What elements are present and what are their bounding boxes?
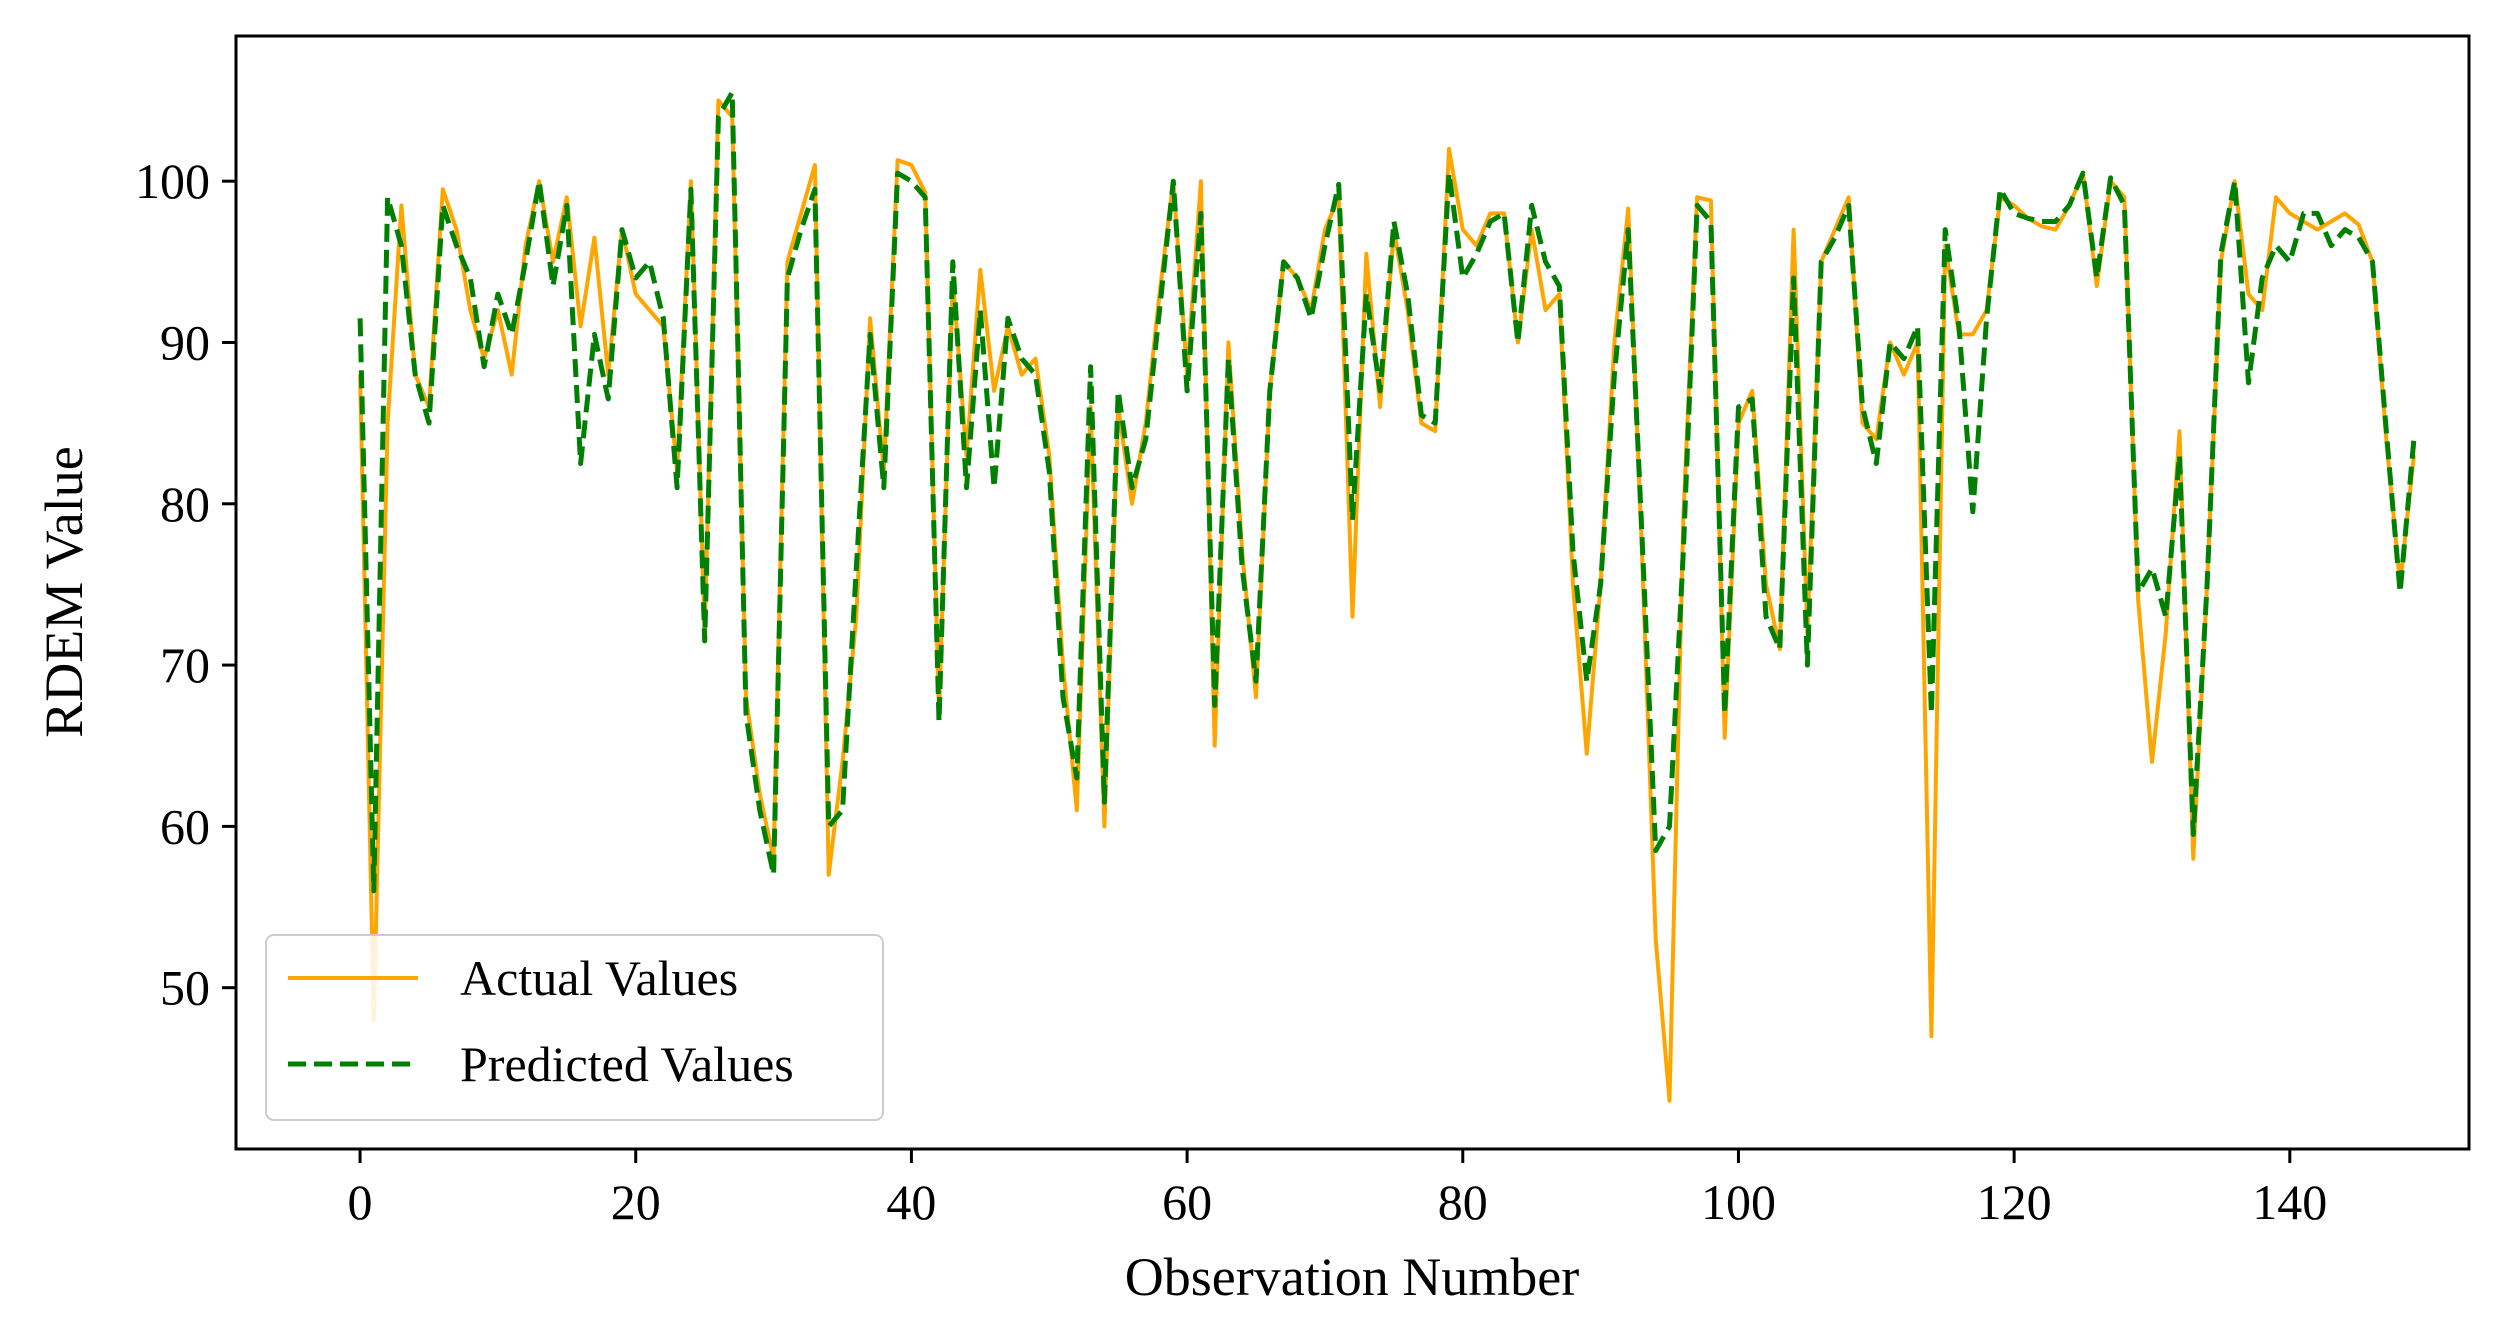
- y-tick-label: 50: [160, 960, 210, 1016]
- y-tick-label: 70: [160, 637, 210, 693]
- x-tick-label: 140: [2252, 1174, 2327, 1230]
- series-layer: [357, 90, 2417, 1103]
- x-tick-label: 0: [348, 1174, 373, 1230]
- legend-label-actual-values: Actual Values: [460, 950, 738, 1006]
- y-tick-label: 80: [160, 476, 210, 532]
- legend-label-predicted-values: Predicted Values: [460, 1036, 794, 1092]
- y-tick-label: 60: [160, 798, 210, 854]
- y-tick-label: 90: [160, 314, 210, 370]
- x-tick-label: 120: [1977, 1174, 2052, 1230]
- legend-box: [265, 934, 884, 1121]
- x-tick-label: 100: [1701, 1174, 1776, 1230]
- plot-frame: [234, 34, 2471, 1151]
- x-tick-label: 80: [1438, 1174, 1488, 1230]
- x-tick-label: 40: [886, 1174, 936, 1230]
- legend: Actual Values Predicted Values: [265, 934, 884, 1121]
- series-line-predicted-values: [357, 90, 2417, 894]
- y-tick-label: 100: [135, 153, 210, 209]
- x-tick-label: 60: [1162, 1174, 1212, 1230]
- x-tick-label: 20: [611, 1174, 661, 1230]
- y-axis-label: RDEM Value: [34, 446, 94, 738]
- x-axis-label: Observation Number: [1125, 1247, 1579, 1307]
- x-axis-ticks: 0 20 40 60 80 100 120 140: [348, 1149, 2327, 1230]
- y-axis-ticks: 50 60 70 80 90 100: [135, 153, 236, 1016]
